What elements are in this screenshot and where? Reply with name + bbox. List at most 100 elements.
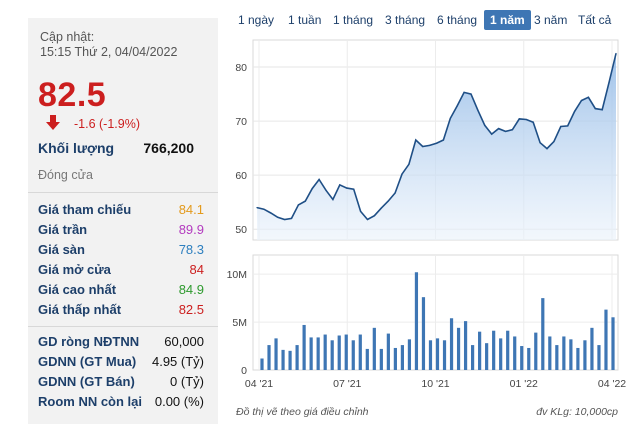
price-point [380,207,382,209]
volume-bar [323,334,327,370]
volume-bar [449,318,454,370]
price-row-label: Giá tham chiếu [38,202,132,217]
price-point [573,110,576,112]
price-row-value: 82.5 [178,302,204,317]
volume-bar [499,338,503,370]
volume-axis-tick-label: 5M [232,317,247,329]
price-row-label: Giá cao nhất [38,282,117,297]
volume-bar [555,345,559,370]
tab-range[interactable]: 1 tháng [333,13,374,27]
foreign-row-label: Room NN còn lại [38,394,143,409]
down-arrow-icon [46,115,60,130]
volume-bar [435,338,440,370]
tab-range[interactable]: 3 năm [534,13,568,27]
volume-bar [583,340,587,370]
volume-bar [407,339,412,370]
price-axis-tick-label: 60 [235,170,247,182]
price-row: Giá sàn 78.3 [38,242,204,262]
price-row-label: Giá sàn [38,242,85,257]
volume-bar [506,330,510,370]
tab-range[interactable]: 1 tuần [288,13,322,27]
price-point [587,96,589,98]
tab-range[interactable]: 1 ngày [238,13,275,27]
price-point [304,200,306,202]
volume-bar [597,345,601,370]
volume-bar [527,347,531,370]
foreign-row: GDNN (GT Mua) 4.95 (Tỷ) [38,354,204,374]
price-point [408,163,410,165]
price-point [332,198,334,201]
price-point [498,128,500,130]
volume-bar [309,337,313,370]
price-row-value: 84.1 [178,202,204,217]
price-point [560,125,562,128]
volume-bar [302,324,306,370]
price-point [346,187,348,189]
price-point [311,188,313,190]
price-axis-tick-label: 70 [235,116,247,128]
price-point [553,141,555,143]
price-point [428,144,431,147]
volume-bar [414,272,419,370]
tab-range[interactable]: Tất cả [578,13,612,27]
price-axis-tick-label: 50 [235,224,247,236]
tab-range[interactable]: 3 tháng [385,13,426,27]
volume-bar [358,334,362,370]
price-row-label: Giá mở cửa [38,262,111,277]
volume-bar [471,345,475,370]
price-point [277,216,279,218]
price-point [532,121,534,123]
volume-bar [281,349,285,370]
volume-bar [562,336,566,370]
price-point [401,173,403,175]
price-row-label: Giá thấp nhất [38,302,122,317]
volume-bar [456,327,461,370]
price-point [456,105,458,107]
price-row: Giá mở cửa 84 [38,262,204,282]
foreign-row-value: 4.95 (Tỷ) [151,354,204,369]
price-point [567,125,569,127]
price-point [435,142,438,144]
foreign-row-label: GDNN (GT Mua) [38,354,137,369]
price-area [257,53,616,240]
price-point [477,109,479,111]
volume-bar [330,340,334,370]
volume-bar [442,340,447,370]
price-row: Giá trần 89.9 [38,222,204,242]
tab-range[interactable]: 1 năm [484,10,531,30]
price-point [518,118,520,120]
volume-bar [421,297,426,370]
tab-range[interactable]: 6 tháng [437,13,478,27]
price-point [270,212,272,214]
market-status: Đóng cửa [38,168,93,182]
volume-axis-tick-label: 10M [227,269,247,281]
price-point [366,218,369,221]
price-point [442,139,445,141]
update-time: 15:15 Thứ 2, 04/04/2022 [40,45,178,59]
price-point [318,178,320,181]
price-point [290,217,293,219]
stock-info-panel: Cập nhật: 15:15 Thứ 2, 04/04/2022 82.5 -… [28,18,218,424]
volume-bar [534,332,538,370]
volume-bar [541,298,545,370]
price-row-value: 84 [189,262,204,277]
volume-bar [288,350,292,370]
price-point [491,133,493,135]
price-point [580,99,583,102]
volume-bar [295,345,299,370]
price-point [256,206,258,209]
x-axis-tick-label: 04 '22 [598,378,626,390]
price-point [525,118,527,121]
volume-value: 766,200 [143,140,194,156]
foreign-row-value: 0 (Tỷ) [170,374,204,389]
price-point [422,145,424,148]
price-point [594,108,596,110]
volume-bar [513,336,517,370]
price-row-value: 84.9 [178,282,204,297]
volume-unit-note: đv KLg: 10,000cp [536,406,618,418]
price-point [394,192,396,194]
volume-bar [337,335,341,370]
price-point [297,204,300,206]
divider [28,192,218,193]
